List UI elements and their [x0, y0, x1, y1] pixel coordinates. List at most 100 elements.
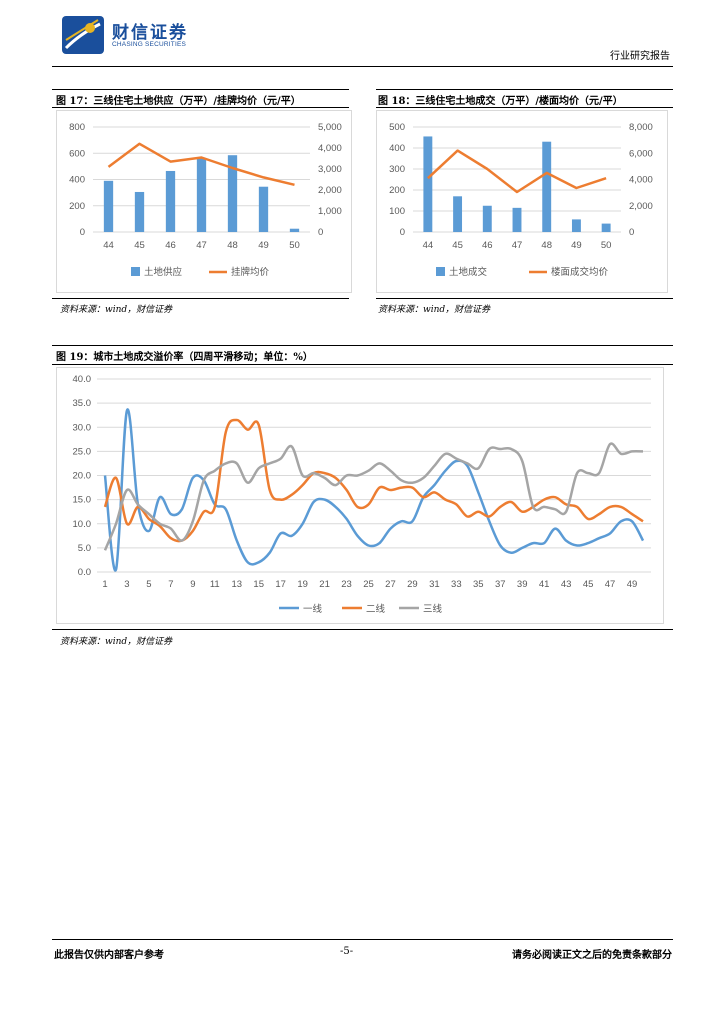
- footer-disclaimer-right: 请务必阅读正文之后的免责条款部分: [512, 950, 672, 961]
- fig17-xtick: 47: [196, 240, 207, 251]
- logo-english-name: CHASING SECURITIES: [112, 41, 187, 48]
- fig19-title: 图 19：城市土地成交溢价率（四周平滑移动；单位：%）: [56, 352, 313, 363]
- fig19-ytick: 40.0: [73, 374, 92, 385]
- fig18-top-rule: [376, 89, 673, 90]
- fig18-svg: 0 100 200 300 400 500 0 2,000 4,000 6,000 8,000 44 4…: [389, 122, 653, 278]
- fig17-xtick: 45: [134, 240, 145, 251]
- fig17-legend-bar-swatch: [131, 267, 140, 276]
- fig19-xtick: 45: [583, 579, 594, 590]
- fig18-bar: [423, 136, 433, 232]
- fig19-xtick: 15: [253, 579, 264, 590]
- fig17-ytick-right: 4,000: [318, 143, 342, 154]
- fig17-title-rule: [52, 107, 349, 108]
- fig19-xtick: 33: [451, 579, 462, 590]
- fig17-chart: 0 200 400 600 800 0 1,000 2,000 3,000 4,000 5,000 4…: [56, 110, 352, 293]
- fig19-ytick: 0.0: [78, 567, 91, 578]
- fig18-xtick: 44: [423, 240, 434, 251]
- fig17-ytick-left: 0: [80, 227, 85, 238]
- fig18-xtick: 47: [512, 240, 523, 251]
- fig17-bar: [196, 158, 207, 232]
- fig19-xtick: 1: [102, 579, 107, 590]
- fig18-ytick-right: 6,000: [629, 148, 653, 159]
- fig17-title: 图 17：三线住宅土地供应（万平）/挂牌均价（元/平）: [56, 96, 301, 107]
- fig17-ytick-left: 600: [69, 148, 85, 159]
- fig19-ytick: 10.0: [73, 519, 92, 530]
- fig18-legend-bar-label: 土地成交: [449, 266, 488, 278]
- fig18-bar: [512, 207, 522, 232]
- fig18-ytick-left: 0: [400, 227, 405, 238]
- fig17-xtick: 46: [165, 240, 176, 251]
- footer-disclaimer-left: 此报告仅供内部客户参考: [54, 950, 164, 961]
- fig19-source: 资料来源：wind，财信证券: [60, 637, 173, 647]
- company-logo: 财信证券 CHASING SECURITIES: [60, 14, 200, 56]
- page-number: -5-: [340, 946, 354, 957]
- fig19-legend-label-2: 二线: [366, 603, 386, 615]
- fig19-legend-label-1: 一线: [303, 603, 323, 615]
- fig17-ytick-left: 800: [69, 122, 85, 133]
- fig18-ytick-left: 400: [389, 143, 405, 154]
- fig17-xtick: 49: [258, 240, 269, 251]
- fig19-xtick: 17: [275, 579, 286, 590]
- fig18-chart: 0 100 200 300 400 500 0 2,000 4,000 6,000 8,000 44 4…: [376, 110, 668, 293]
- fig19-ytick: 5.0: [78, 543, 91, 554]
- fig18-xtick: 50: [601, 240, 612, 251]
- fig19-xtick: 13: [231, 579, 242, 590]
- fig19-xtick: 21: [319, 579, 330, 590]
- fig19-svg: 0.05.010.015.020.025.030.035.040.01 3 5 7 9 1…: [73, 374, 651, 615]
- fig17-bar: [289, 228, 300, 232]
- fig19-series-2: [103, 418, 644, 543]
- fig17-xtick: 50: [289, 240, 300, 251]
- fig18-title-rule: [376, 107, 673, 108]
- fig19-xtick: 39: [517, 579, 528, 590]
- fig19-bottom-rule: [52, 629, 673, 630]
- fig19-xtick: 5: [146, 579, 151, 590]
- fig19-xtick: 9: [190, 579, 195, 590]
- fig19-xtick: 35: [473, 579, 484, 590]
- fig17-bar: [165, 170, 176, 232]
- fig18-bottom-rule: [376, 298, 673, 299]
- fig17-xtick: 44: [103, 240, 114, 251]
- fig17-line-series: [107, 142, 295, 187]
- fig19-xtick: 23: [341, 579, 352, 590]
- fig19-xtick: 19: [297, 579, 308, 590]
- fig17-ytick-right: 0: [318, 227, 323, 238]
- fig18-xtick: 46: [482, 240, 493, 251]
- fig18-ytick-right: 8,000: [629, 122, 653, 133]
- fig18-source: 资料来源：wind，财信证券: [378, 305, 491, 315]
- fig19-xtick: 41: [539, 579, 550, 590]
- fig18-ytick-left: 500: [389, 122, 405, 133]
- fig18-ytick-right: 0: [629, 227, 634, 238]
- fig17-ytick-right: 3,000: [318, 164, 342, 175]
- fig17-bar: [258, 186, 269, 232]
- fig19-top-rule: [52, 345, 673, 346]
- fig19-series-1: [103, 408, 645, 572]
- fig19-ytick: 20.0: [73, 471, 92, 482]
- fig19-ytick: 30.0: [73, 422, 92, 433]
- fig17-ytick-left: 200: [69, 201, 85, 212]
- fig17-svg: 0 200 400 600 800 0 1,000 2,000 3,000 4,000 5,000 4…: [69, 122, 342, 278]
- fig19-chart: 0.0 5.0 10.0 15.0 20.0 25.0 30.0 35.0 40.0 1 3 5 7 9 1…: [56, 367, 664, 624]
- fig19-xtick: 7: [168, 579, 173, 590]
- fig18-bar: [453, 196, 463, 232]
- fig18-line-series: [427, 149, 607, 194]
- fig19-title-rule: [52, 364, 673, 365]
- fig19-ytick: 35.0: [73, 398, 92, 409]
- fig19-xtick: 47: [605, 579, 616, 590]
- fig18-title: 图 18：三线住宅土地成交（万平）/楼面均价（元/平）: [378, 96, 623, 107]
- fig18-xtick: 45: [452, 240, 463, 251]
- fig18-ytick-right: 4,000: [629, 175, 653, 186]
- fig17-bar: [103, 180, 114, 232]
- fig18-ytick-left: 200: [389, 185, 405, 196]
- fig18-bar: [571, 219, 581, 232]
- logo-chinese-name: 财信证券: [112, 23, 188, 43]
- fig18-bar: [601, 223, 611, 232]
- fig18-xtick: 48: [541, 240, 552, 251]
- fig19-ytick: 15.0: [73, 495, 92, 506]
- fig19-xtick: 49: [627, 579, 638, 590]
- fig18-legend-bar-swatch: [436, 267, 445, 276]
- fig18-ytick-left: 300: [389, 164, 405, 175]
- fig18-ytick-right: 2,000: [629, 201, 653, 212]
- header-rule: [52, 66, 673, 67]
- fig17-ytick-right: 2,000: [318, 185, 342, 196]
- fig17-xtick: 48: [227, 240, 238, 251]
